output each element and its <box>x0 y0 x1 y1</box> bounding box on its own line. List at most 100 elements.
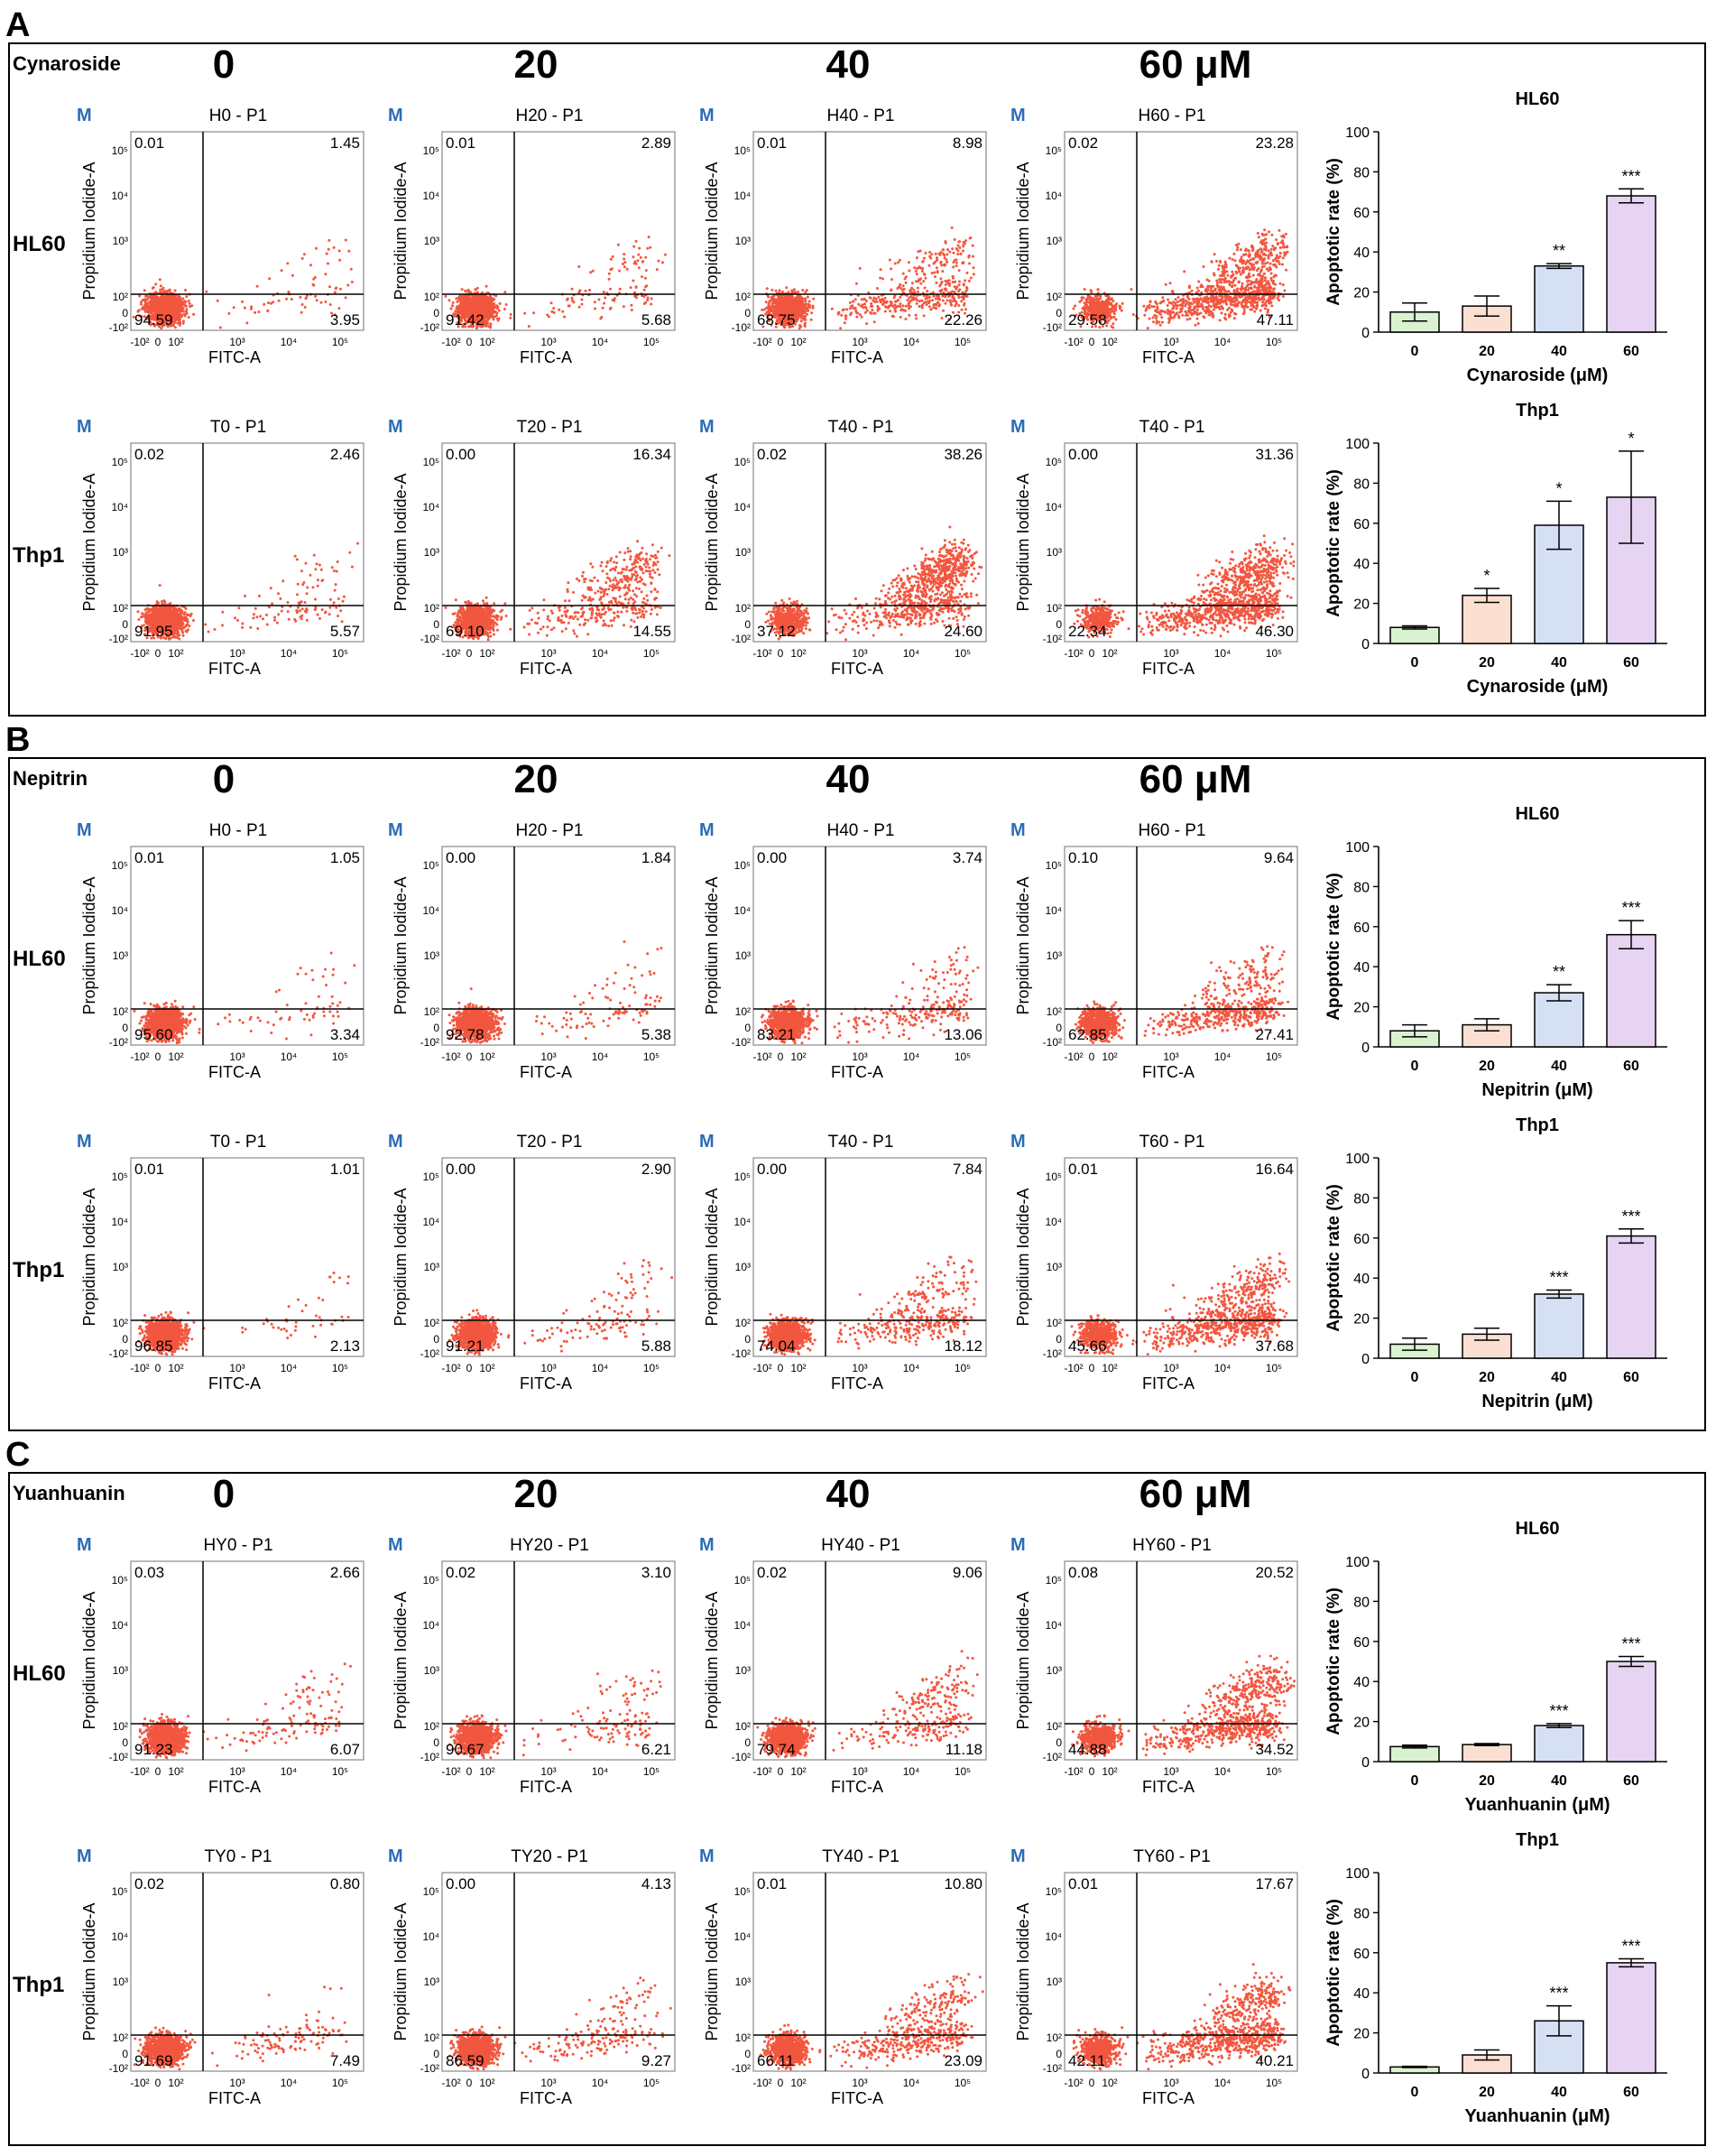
event-dot <box>338 250 341 253</box>
event-dot <box>577 265 580 268</box>
event-dot <box>859 313 862 316</box>
y-axis-title: Propidium Iodide-A <box>703 162 721 300</box>
event-dot <box>571 297 574 300</box>
event-dot <box>948 251 951 254</box>
x-tick-label: 10² <box>168 336 183 348</box>
x-tick-label: 10⁵ <box>332 336 348 348</box>
x-tick-label: -10² <box>752 336 771 348</box>
event-dot <box>938 303 941 306</box>
event-dot <box>803 316 806 319</box>
event-dot <box>1112 300 1114 302</box>
event-dot <box>650 298 653 301</box>
event-dot <box>900 316 902 319</box>
event-dot <box>594 301 596 303</box>
event-dot <box>924 287 927 290</box>
event-dot <box>626 268 629 271</box>
event-dot <box>1165 283 1167 286</box>
event-dot <box>968 280 971 282</box>
event-dot <box>965 286 968 289</box>
y-tick-label: 10² <box>735 291 751 303</box>
event-dot <box>523 312 526 315</box>
event-dot <box>155 301 158 303</box>
event-dot <box>1224 313 1227 316</box>
event-dot <box>469 291 472 294</box>
event-dot <box>141 308 143 310</box>
event-dot <box>645 269 648 272</box>
event-dot <box>855 282 858 285</box>
event-dot <box>798 305 800 308</box>
event-dot <box>445 295 447 298</box>
event-dot <box>934 275 936 278</box>
event-dot <box>890 301 892 303</box>
event-dot <box>952 275 955 278</box>
event-dot <box>854 310 857 312</box>
event-dot <box>657 260 660 263</box>
event-dot <box>955 264 958 267</box>
event-dot <box>942 253 945 255</box>
event-dot <box>960 300 963 302</box>
y-tick-label: 0 <box>433 307 439 319</box>
event-dot <box>864 311 867 314</box>
event-dot <box>661 261 664 264</box>
event-dot <box>324 301 327 303</box>
event-dot <box>532 311 535 314</box>
event-dot <box>917 287 919 290</box>
dose-header: 60 μM <box>1139 42 1252 87</box>
event-dot <box>333 246 336 249</box>
event-dot <box>465 291 467 293</box>
y-tick-label: 10⁴ <box>422 190 439 202</box>
event-dot <box>946 280 949 282</box>
event-dot <box>256 285 259 288</box>
event-dot <box>891 305 894 308</box>
event-dot <box>779 289 781 291</box>
event-dot <box>1132 313 1135 316</box>
event-dot <box>179 300 181 302</box>
event-dot <box>632 280 634 282</box>
y-tick-label: 10³ <box>113 235 128 247</box>
panel-letter: A <box>5 6 30 44</box>
event-dot <box>327 263 329 265</box>
y-tick-label: 10² <box>113 291 128 303</box>
event-dot <box>928 305 931 308</box>
event-dot <box>973 273 975 275</box>
event-dot <box>957 304 960 307</box>
event-dot <box>467 289 470 291</box>
event-dot <box>894 263 897 265</box>
event-dot <box>777 301 780 304</box>
event-dot <box>1090 291 1093 293</box>
event-dot <box>862 306 864 309</box>
event-dot <box>503 291 506 293</box>
event-dot <box>485 285 488 288</box>
gate-marker-label: M <box>77 106 92 125</box>
event-dot <box>245 321 248 324</box>
event-dot <box>151 306 153 309</box>
event-dot <box>973 266 975 269</box>
event-dot <box>915 314 918 317</box>
event-dot <box>844 315 847 318</box>
event-dot <box>1179 300 1182 302</box>
flow-plot-title: H0 - P1 <box>209 106 267 125</box>
event-dot <box>890 267 892 270</box>
event-dot <box>170 297 172 300</box>
event-dot <box>964 302 966 305</box>
event-dot <box>1089 307 1092 310</box>
event-dot <box>808 301 811 303</box>
event-dot <box>1283 290 1286 292</box>
event-dot <box>964 279 966 282</box>
event-dot <box>797 310 799 313</box>
event-dot <box>637 254 640 256</box>
dose-header: 0 <box>213 42 235 87</box>
event-dot <box>1255 308 1258 310</box>
event-dot <box>915 318 918 320</box>
event-dot <box>769 305 771 308</box>
event-dot <box>808 306 811 309</box>
event-dot <box>177 322 180 325</box>
event-dot <box>492 316 494 319</box>
event-dot <box>1233 289 1236 291</box>
event-dot <box>897 305 900 308</box>
event-dot <box>600 316 603 319</box>
event-dot <box>1282 283 1285 286</box>
event-dot <box>865 300 868 302</box>
event-dot <box>1264 307 1267 310</box>
event-dot <box>1115 302 1118 305</box>
